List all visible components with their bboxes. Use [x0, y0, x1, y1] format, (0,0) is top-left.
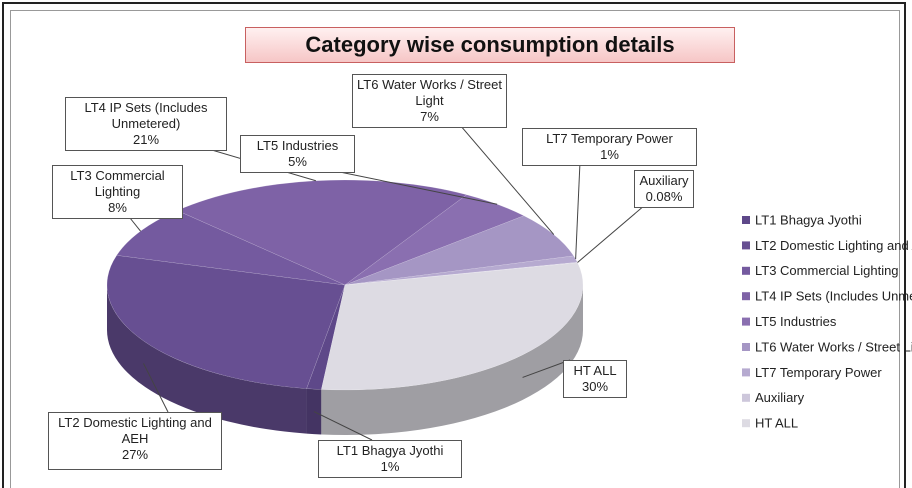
label-value: 7% [420, 109, 439, 124]
leader-line [129, 217, 141, 232]
chart-title: Category wise consumption details [245, 27, 735, 63]
legend-swatch [742, 368, 750, 377]
legend-label: HT ALL [755, 416, 798, 431]
data-label: LT5 Industries 5% [240, 135, 355, 173]
legend-label: LT1 Bhagya Jyothi [755, 212, 862, 227]
label-name: LT2 Domestic Lighting and AEH [58, 415, 212, 446]
label-name: LT7 Temporary Power [546, 131, 673, 146]
label-name: LT5 Industries [256, 138, 339, 153]
data-label: LT1 Bhagya Jyothi 1% [318, 440, 462, 478]
label-name: LT4 IP Sets (Includes Unmetered) [84, 100, 208, 131]
slice-side [306, 388, 322, 435]
legend-swatch [742, 241, 750, 250]
leader-line [575, 161, 581, 260]
data-label: Auxiliary 0.08% [634, 170, 694, 208]
data-label: LT4 IP Sets (Includes Unmetered) 21% [65, 97, 227, 151]
label-name: Auxiliary [639, 173, 689, 188]
label-value: 0.08% [645, 189, 683, 204]
label-name: LT3 Commercial Lighting [70, 168, 165, 199]
legend-swatch [742, 292, 750, 301]
slice [176, 179, 468, 286]
label-value: 30% [581, 379, 609, 394]
slice [306, 284, 346, 390]
leader-line [522, 359, 571, 378]
legend-label: LT6 Water Works / Street Light [755, 339, 912, 354]
legend-swatch [742, 216, 750, 224]
slice-side [107, 285, 307, 434]
leader-line [329, 169, 498, 205]
legend-label: LT4 IP Sets (Includes Unmetered) [755, 289, 912, 304]
legend-label: LT7 Temporary Power [755, 365, 882, 380]
slice [344, 194, 525, 286]
label-value: 21% [132, 132, 160, 147]
data-label: LT3 Commercial Lighting 8% [52, 165, 183, 219]
data-label: HT ALL 30% [563, 360, 627, 398]
legend-swatch [742, 419, 750, 428]
slice-side [321, 285, 583, 436]
leader-line [459, 124, 555, 235]
legend-swatch [742, 266, 750, 275]
data-label: LT6 Water Works / Street Light 7% [352, 74, 507, 128]
label-value: 27% [121, 447, 149, 462]
chart-area [10, 10, 900, 488]
data-label: LT2 Domestic Lighting and AEH 27% [48, 412, 222, 470]
leader-line [577, 204, 646, 263]
legend-swatch [742, 343, 750, 351]
label-name: HT ALL [573, 363, 617, 378]
slice [321, 262, 584, 391]
leader-line [143, 363, 169, 413]
legend-label: LT2 Domestic Lighting and AEH [755, 238, 912, 253]
label-value: 1% [380, 459, 400, 474]
data-label: LT7 Temporary Power 1% [522, 128, 697, 166]
label-value: 1% [600, 147, 619, 162]
legend-swatch [742, 393, 750, 402]
label-name: LT6 Water Works / Street Light [357, 77, 502, 108]
label-value: 8% [108, 200, 127, 215]
legend-label: Auxiliary [755, 390, 805, 405]
legend-label: LT5 Industries [755, 314, 837, 329]
leader-line [313, 411, 373, 441]
label-name: LT1 Bhagya Jyothi [336, 443, 444, 458]
legend-swatch [742, 317, 750, 326]
slice [106, 255, 346, 389]
label-value: 5% [288, 154, 307, 169]
legend-label: LT3 Commercial Lighting [755, 263, 899, 278]
